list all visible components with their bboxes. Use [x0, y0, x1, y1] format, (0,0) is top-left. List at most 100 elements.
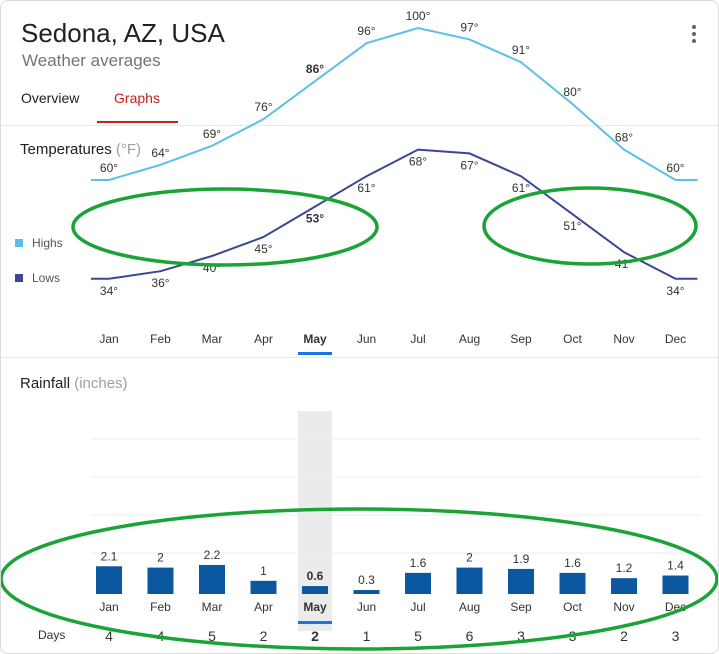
selected-month-underline[interactable] — [298, 352, 332, 355]
rain-days-value: 2 — [260, 628, 268, 644]
temperatures-title: Temperatures — [20, 141, 112, 158]
location-title: Sedona, AZ, USA — [21, 18, 225, 48]
low-temp-label: 53° — [306, 212, 324, 226]
tab-graphs-underline — [97, 121, 178, 123]
high-temp-label: 96° — [357, 24, 375, 38]
rainfall-bar[interactable] — [405, 572, 431, 594]
rain-days-value: 1 — [363, 628, 371, 644]
rainfall-bar[interactable] — [199, 564, 225, 594]
rain-month-label: Sep — [510, 600, 532, 614]
rainfall-value-label: 2 — [157, 551, 164, 565]
temperatures-unit: (°F) — [115, 141, 142, 158]
low-temp-label: 51° — [563, 219, 581, 233]
temp-month-label: Jan — [99, 332, 118, 346]
rainfall-value-label: 2 — [466, 551, 473, 565]
highs-legend-swatch — [15, 239, 23, 247]
highs-legend-label: Highs — [32, 236, 63, 250]
rainfall-bar[interactable] — [456, 567, 483, 594]
rainfall-value-label: 0.6 — [307, 569, 324, 583]
lows-legend-label: Lows — [32, 271, 60, 285]
rainfall-value-label: 1.6 — [564, 556, 581, 570]
rainfall-unit: (inches) — [74, 375, 128, 392]
rainfall-value-label: 1.9 — [513, 552, 530, 566]
high-temp-label: 64° — [151, 146, 169, 160]
high-temp-label: 68° — [615, 131, 633, 145]
tab-graphs[interactable]: Graphs — [114, 90, 160, 106]
temp-month-label: Aug — [459, 332, 480, 346]
high-temp-label: 97° — [460, 20, 478, 34]
tab-overview[interactable]: Overview — [21, 90, 80, 106]
rainfall-bar[interactable] — [559, 572, 586, 594]
temp-month-label: Oct — [563, 332, 582, 346]
high-temp-label: 60° — [666, 161, 684, 175]
low-temp-label: 34° — [666, 284, 684, 298]
annotation-ellipse — [482, 186, 698, 266]
rainfall-bar[interactable] — [353, 590, 380, 594]
low-temp-label: 61° — [512, 181, 530, 195]
rain-selected-month-underline[interactable] — [298, 621, 332, 624]
lows-line — [91, 148, 698, 280]
tabs-divider — [1, 125, 718, 126]
annotation-ellipse — [71, 187, 379, 267]
high-temp-label: 100° — [406, 9, 431, 23]
selected-month-highlight — [298, 411, 332, 631]
temp-month-label: Nov — [613, 332, 634, 346]
annotation-ellipse — [1, 507, 718, 651]
temp-month-label: Apr — [254, 332, 273, 346]
rain-month-label: Jun — [357, 600, 376, 614]
rainfall-bar[interactable] — [96, 566, 122, 594]
rainfall-value-label: 0.3 — [358, 573, 375, 587]
rainfall-bar[interactable] — [662, 575, 689, 594]
rainfall-value-label: 2.1 — [101, 549, 118, 563]
rainfall-bar[interactable] — [147, 567, 174, 594]
rain-days-value: 5 — [414, 628, 422, 644]
high-temp-label: 76° — [254, 100, 272, 114]
rainfall-title: Rainfall — [20, 375, 71, 392]
low-temp-label: 36° — [151, 276, 169, 290]
rain-days-value: 2 — [620, 628, 628, 644]
rain-month-label: Oct — [563, 600, 582, 614]
section-divider — [1, 357, 718, 358]
more-options-icon[interactable] — [690, 25, 698, 46]
low-temp-label: 45° — [254, 242, 272, 256]
rain-month-label: Jul — [410, 600, 425, 614]
rainfall-value-label: 2.2 — [204, 548, 221, 562]
low-temp-label: 67° — [460, 158, 478, 172]
highs-line — [91, 26, 698, 181]
rain-month-label: Aug — [459, 600, 480, 614]
high-temp-label: 80° — [563, 85, 581, 99]
temp-month-label: Jul — [410, 332, 425, 346]
rain-days-value: 2 — [311, 628, 319, 644]
rain-month-label: Mar — [202, 600, 223, 614]
rainfall-bar[interactable] — [611, 578, 637, 594]
rain-days-value: 4 — [105, 628, 113, 644]
rainfall-bar[interactable] — [302, 586, 328, 594]
temp-month-label: Sep — [510, 332, 532, 346]
low-temp-label: 34° — [100, 284, 118, 298]
rain-month-label: Apr — [254, 600, 273, 614]
rainfall-bar[interactable] — [508, 568, 534, 594]
temp-month-label: May — [303, 332, 327, 346]
temp-month-label: Jun — [357, 332, 376, 346]
high-temp-label: 86° — [306, 62, 324, 76]
rainfall-value-label: 1.6 — [410, 556, 427, 570]
lows-legend-swatch — [15, 274, 23, 282]
rain-month-label: Feb — [150, 600, 171, 614]
rainfall-value-label: 1.2 — [616, 561, 633, 575]
rainfall-value-label: 1.4 — [667, 559, 684, 573]
high-temp-label: 60° — [100, 161, 118, 175]
rain-days-value: 3 — [517, 628, 525, 644]
rain-days-value: 3 — [672, 628, 680, 644]
rainfall-bar[interactable] — [250, 580, 277, 594]
rain-days-value: 5 — [208, 628, 216, 644]
rainfall-heading: Rainfall (inches) — [20, 375, 128, 392]
high-temp-label: 69° — [203, 127, 221, 141]
low-temp-label: 68° — [409, 155, 427, 169]
rain-month-label: May — [303, 600, 327, 614]
page-subtitle: Weather averages — [22, 51, 161, 70]
rainfall-value-label: 1 — [260, 564, 267, 578]
temp-month-label: Feb — [150, 332, 171, 346]
temp-month-label: Mar — [202, 332, 223, 346]
